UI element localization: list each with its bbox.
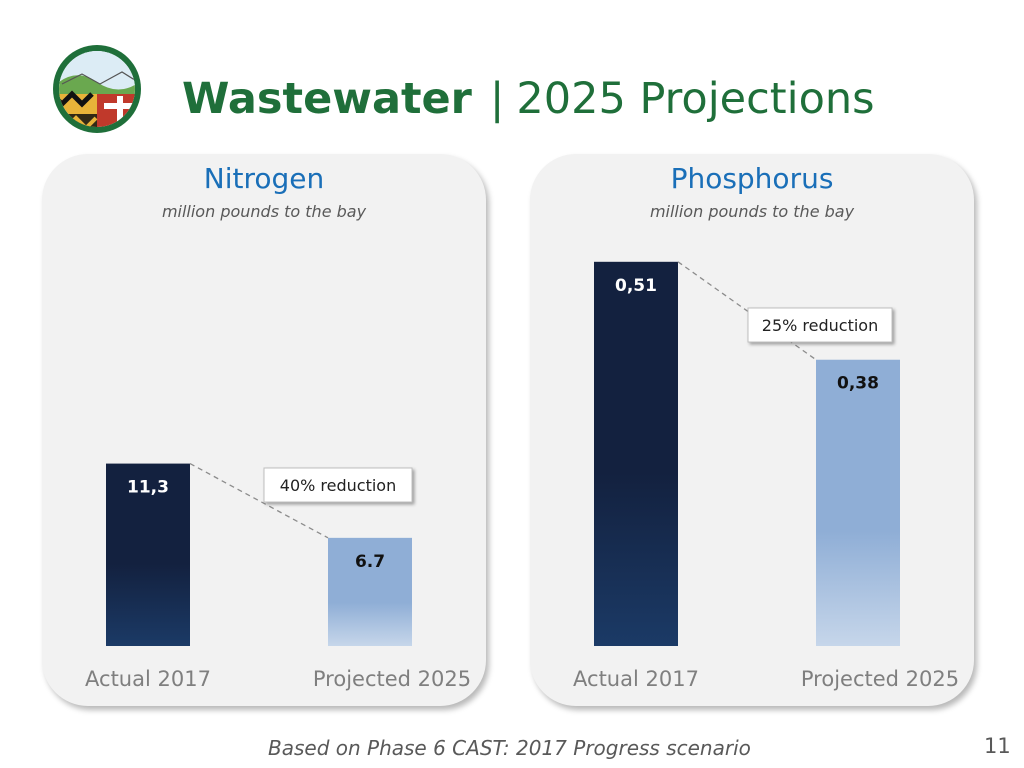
bar-actual-2017 (106, 463, 190, 646)
page-title-main: Wastewater (182, 74, 472, 124)
bar-projected-2025 (816, 359, 900, 646)
phosphorus-chart-subtitle: million pounds to the bay (649, 202, 855, 221)
category-label: Actual 2017 (573, 667, 699, 691)
nitrogen-chart-subtitle: million pounds to the bay (161, 202, 367, 221)
bar-value-label: 0,51 (615, 276, 657, 296)
page-title-sub: 2025 Projections (516, 74, 875, 124)
maryland-state-seal-logo (53, 45, 141, 133)
bar-actual-2017 (594, 261, 678, 646)
category-label: Projected 2025 (313, 667, 471, 691)
footer-source-note: Based on Phase 6 CAST: 2017 Progress sce… (268, 736, 751, 760)
reduction-callout-text: 40% reduction (280, 476, 396, 495)
phosphorus-chart-panel: Phosphorus million pounds to the bay 0,5… (530, 154, 974, 706)
bar-value-label: 11,3 (127, 478, 169, 498)
reduction-callout-box (263, 467, 413, 503)
reduction-callout-box (747, 307, 893, 343)
phosphorus-chart-title: Phosphorus (670, 162, 834, 195)
page-title: Wastewater | 2025 Projections (182, 70, 875, 128)
category-label: Projected 2025 (801, 667, 959, 691)
reduction-connector-line (189, 463, 329, 539)
nitrogen-chart-panel: Nitrogen million pounds to the bay 11,3 A… (42, 154, 486, 706)
page-number: 11 (984, 734, 1011, 758)
reduction-connector-line (677, 261, 817, 361)
nitrogen-bar-chart: 11,3 Actual 2017 6.7 Projected 2025 40% redu… (85, 463, 471, 691)
title-separator: | (489, 74, 505, 124)
nitrogen-chart-title: Nitrogen (203, 162, 325, 195)
reduction-callout-text: 25% reduction (762, 316, 878, 335)
bar-value-label: 0,38 (837, 374, 879, 394)
category-label: Actual 2017 (85, 667, 211, 691)
bar-projected-2025 (328, 537, 412, 646)
phosphorus-bar-chart: 0,51 Actual 2017 0,38 Projected 2025 25% red… (573, 261, 959, 691)
bar-value-label: 6.7 (355, 552, 385, 572)
